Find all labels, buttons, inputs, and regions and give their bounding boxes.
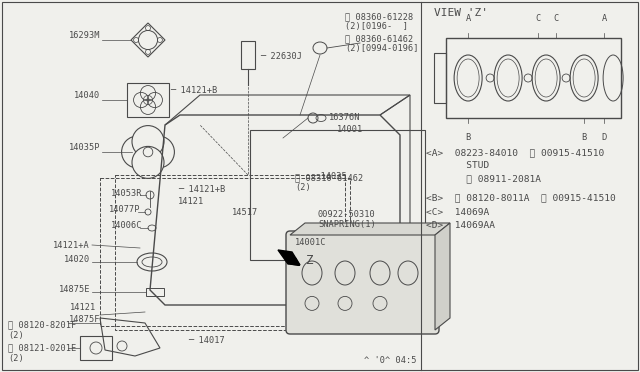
Text: ─ 14121+B: ─ 14121+B bbox=[178, 185, 225, 194]
Text: C: C bbox=[554, 14, 559, 23]
Text: 14077P: 14077P bbox=[109, 205, 140, 215]
Circle shape bbox=[132, 126, 164, 158]
Text: ─ 14035: ─ 14035 bbox=[310, 172, 347, 181]
Text: (2)[0196-  ]: (2)[0196- ] bbox=[345, 22, 408, 31]
Text: D: D bbox=[602, 133, 607, 142]
Text: 14875E: 14875E bbox=[58, 285, 90, 295]
Text: ─ 14017: ─ 14017 bbox=[188, 336, 225, 345]
Polygon shape bbox=[278, 250, 300, 265]
Text: Ⓑ 08121-0201E: Ⓑ 08121-0201E bbox=[8, 343, 76, 352]
FancyBboxPatch shape bbox=[286, 231, 439, 334]
Text: <C>  14069A: <C> 14069A bbox=[426, 208, 490, 217]
Text: 14121: 14121 bbox=[70, 304, 96, 312]
Text: 14020: 14020 bbox=[64, 256, 90, 264]
Text: ─ 22630J: ─ 22630J bbox=[260, 52, 302, 61]
Text: 14001: 14001 bbox=[337, 125, 364, 134]
Text: <D>  14069AA: <D> 14069AA bbox=[426, 221, 495, 230]
Polygon shape bbox=[435, 223, 450, 330]
Text: B: B bbox=[582, 133, 587, 142]
Circle shape bbox=[132, 147, 164, 179]
Text: STUD: STUD bbox=[426, 161, 490, 170]
Bar bbox=[80, 336, 112, 360]
Text: (2): (2) bbox=[8, 354, 24, 363]
Bar bbox=[434, 53, 446, 103]
Text: <A>  08223-84010  Ⓦ 00915-41510: <A> 08223-84010 Ⓦ 00915-41510 bbox=[426, 148, 604, 157]
Text: 16376N: 16376N bbox=[329, 113, 360, 122]
Text: C: C bbox=[536, 14, 541, 23]
Text: 14006C: 14006C bbox=[111, 221, 142, 231]
Text: 00922-50310: 00922-50310 bbox=[318, 210, 376, 219]
Text: 14001C: 14001C bbox=[295, 238, 326, 247]
Text: Ⓢ 08360-61462: Ⓢ 08360-61462 bbox=[345, 34, 413, 43]
Text: ─ 14121+B: ─ 14121+B bbox=[170, 86, 217, 95]
Text: Ⓢ 08360-61228: Ⓢ 08360-61228 bbox=[345, 12, 413, 21]
Text: VIEW 'Z': VIEW 'Z' bbox=[434, 8, 488, 18]
Bar bbox=[115, 175, 345, 330]
Text: A: A bbox=[465, 14, 471, 23]
Text: <B>  Ⓑ 08120-8011A  Ⓦ 00915-41510: <B> Ⓑ 08120-8011A Ⓦ 00915-41510 bbox=[426, 193, 616, 202]
Circle shape bbox=[143, 136, 174, 168]
Text: 16293M: 16293M bbox=[68, 32, 100, 41]
Text: 14875F: 14875F bbox=[68, 315, 100, 324]
Text: 14035P: 14035P bbox=[68, 144, 100, 153]
Text: A: A bbox=[602, 14, 607, 23]
Text: (2): (2) bbox=[295, 183, 311, 192]
Bar bbox=[146, 288, 164, 296]
Text: 14040: 14040 bbox=[74, 92, 100, 100]
Text: ^ '0^ 04:5: ^ '0^ 04:5 bbox=[364, 356, 416, 365]
Circle shape bbox=[122, 136, 154, 168]
Text: SNAPRING(1): SNAPRING(1) bbox=[318, 220, 376, 229]
Bar bbox=[241, 41, 255, 69]
Text: 14121+A: 14121+A bbox=[53, 241, 90, 250]
Text: 14053R: 14053R bbox=[111, 189, 142, 198]
Text: 14121: 14121 bbox=[178, 197, 204, 206]
Text: Ⓢ 08310-61462: Ⓢ 08310-61462 bbox=[295, 173, 364, 182]
Bar bbox=[100, 178, 350, 326]
Text: Ⓝ 08911-2081A: Ⓝ 08911-2081A bbox=[426, 174, 541, 183]
Bar bbox=[250, 130, 425, 260]
Polygon shape bbox=[290, 223, 450, 235]
Text: (2): (2) bbox=[8, 331, 24, 340]
Text: Z: Z bbox=[306, 253, 314, 266]
Text: 14517: 14517 bbox=[232, 208, 259, 217]
Bar bbox=[127, 83, 169, 117]
Text: Ⓑ 08120-8201F: Ⓑ 08120-8201F bbox=[8, 320, 76, 329]
Text: B: B bbox=[465, 133, 471, 142]
Text: (2)[0994-0196]: (2)[0994-0196] bbox=[345, 44, 419, 53]
Bar bbox=[446, 38, 621, 118]
